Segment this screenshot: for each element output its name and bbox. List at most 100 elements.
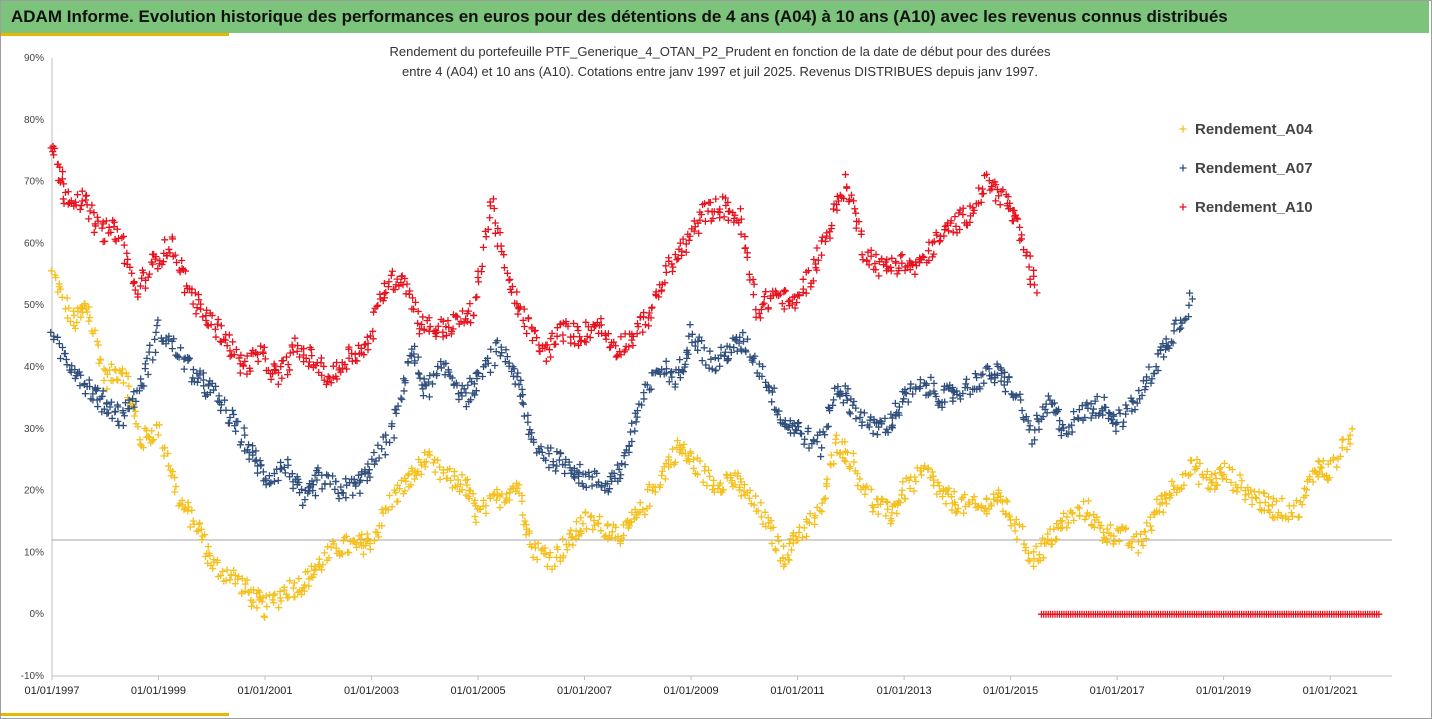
data-point-marker [1097, 522, 1105, 530]
data-point-marker [775, 407, 783, 415]
data-point-marker [515, 381, 523, 389]
data-point-marker [143, 354, 151, 362]
data-point-marker [433, 328, 441, 336]
data-point-marker [364, 535, 372, 543]
data-point-marker [239, 361, 247, 369]
data-point-marker [678, 367, 686, 375]
data-point-marker [888, 254, 896, 262]
data-point-marker [210, 386, 218, 394]
data-point-marker [983, 510, 991, 518]
data-point-marker [956, 226, 964, 234]
data-point-marker [196, 371, 204, 379]
data-point-marker [107, 360, 115, 368]
data-point-marker [543, 562, 551, 570]
data-point-marker [922, 381, 930, 389]
data-point-marker [1233, 488, 1241, 496]
data-point-marker [125, 405, 133, 413]
data-point-marker [794, 423, 802, 431]
data-point-marker [124, 373, 132, 381]
data-point-marker [416, 374, 424, 382]
data-point-marker [957, 495, 965, 503]
data-point-marker [120, 241, 128, 249]
data-point-marker [437, 364, 445, 372]
data-point-marker [201, 531, 209, 539]
data-point-marker [768, 398, 776, 406]
data-point-marker [758, 372, 766, 380]
data-point-marker [164, 450, 172, 458]
data-point-marker [138, 274, 146, 282]
data-point-marker [1290, 502, 1298, 510]
data-point-marker [85, 303, 93, 311]
data-point-marker [878, 495, 886, 503]
data-point-marker [1018, 406, 1026, 414]
data-point-marker [343, 365, 351, 373]
series-rendement-a07 [47, 289, 1196, 509]
data-point-marker [835, 197, 843, 205]
data-point-marker [588, 482, 596, 490]
data-point-marker [1006, 199, 1014, 207]
data-point-marker [564, 322, 572, 330]
data-point-marker [496, 229, 504, 237]
data-point-marker [312, 362, 320, 370]
data-point-marker [144, 371, 152, 379]
data-point-marker [900, 395, 908, 403]
data-point-marker [965, 500, 973, 508]
data-point-marker [471, 496, 479, 504]
data-point-marker [888, 509, 896, 517]
x-tick-label: 01/01/1999 [131, 685, 186, 697]
data-point-marker [60, 199, 68, 207]
data-point-marker [1143, 519, 1151, 527]
data-point-marker [491, 229, 499, 237]
data-point-marker [431, 468, 439, 476]
data-point-marker [700, 344, 708, 352]
data-point-marker [963, 375, 971, 383]
data-point-marker [282, 353, 290, 361]
data-point-marker [524, 315, 532, 323]
data-point-marker [259, 593, 267, 601]
data-point-marker [277, 363, 285, 371]
data-point-marker [153, 321, 161, 329]
data-point-marker [77, 371, 85, 379]
data-point-marker [1158, 499, 1166, 507]
data-point-marker [582, 509, 590, 517]
data-point-marker [582, 318, 590, 326]
data-point-marker [119, 365, 127, 373]
data-point-marker [633, 407, 641, 415]
data-point-marker [441, 371, 449, 379]
data-point-marker [201, 552, 209, 560]
data-point-marker [357, 476, 365, 484]
data-point-marker [208, 311, 216, 319]
data-point-marker [94, 217, 102, 225]
data-point-marker [735, 339, 743, 347]
data-point-marker [1317, 463, 1325, 471]
data-point-marker [493, 496, 501, 504]
data-point-marker [575, 341, 583, 349]
data-point-marker [259, 468, 267, 476]
chart-subtitle: Rendement du portefeuille PTF_Generique_… [389, 44, 1051, 79]
data-point-marker [1167, 338, 1175, 346]
data-point-marker [302, 354, 310, 362]
data-point-marker [241, 587, 249, 595]
data-point-marker [1148, 375, 1156, 383]
data-point-marker [141, 365, 149, 373]
data-point-marker [852, 404, 860, 412]
data-point-marker [706, 347, 714, 355]
data-point-marker [342, 532, 350, 540]
data-point-marker [215, 392, 223, 400]
data-point-marker [85, 317, 93, 325]
data-point-marker [869, 430, 877, 438]
data-point-marker [606, 344, 614, 352]
data-point-marker [667, 368, 675, 376]
data-point-marker [166, 249, 174, 257]
data-point-marker [1074, 414, 1082, 422]
data-point-marker [646, 386, 654, 394]
data-point-marker [632, 513, 640, 521]
data-point-marker [841, 457, 849, 465]
data-point-marker [217, 322, 225, 330]
data-point-marker [462, 403, 470, 411]
data-point-marker [137, 375, 145, 383]
data-point-marker [58, 175, 66, 183]
data-point-marker [144, 273, 152, 281]
data-point-marker [332, 477, 340, 485]
data-point-marker [152, 253, 160, 261]
